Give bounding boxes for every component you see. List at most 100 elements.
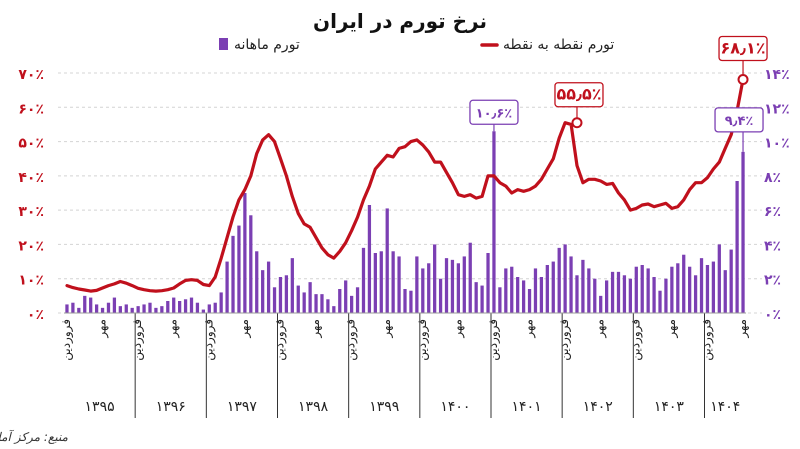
monthly-bar <box>148 302 152 313</box>
monthly-bar <box>172 297 176 313</box>
month-label-farvardin: فروردین <box>344 319 359 361</box>
annotations: ۱۰٫۶٪ ۵۵٫۵٪ ۶۸٫۱٪ ۹٫۴٪ <box>469 35 768 152</box>
annotation-label: ۵۵٫۵٪ <box>556 85 601 104</box>
monthly-bar <box>136 306 140 313</box>
monthly-bar <box>178 301 182 313</box>
year-label: ۱۴۰۳ <box>654 399 685 415</box>
monthly-bar <box>237 225 241 313</box>
legend-bar-swatch <box>219 38 228 50</box>
monthly-bar <box>100 307 105 313</box>
monthly-bar <box>65 304 69 313</box>
monthly-bar <box>563 244 567 313</box>
year-label: ۱۴۰۱ <box>512 399 542 415</box>
monthly-bar <box>332 306 336 313</box>
monthly-bar <box>231 235 235 313</box>
monthly-bar <box>450 259 455 313</box>
monthly-bar <box>89 297 93 313</box>
month-label-mehr: مهر <box>450 319 465 339</box>
monthly-bar <box>616 271 621 313</box>
monthly-bar <box>124 304 128 313</box>
monthly-bar <box>118 306 122 313</box>
year-label: ۱۴۰۴ <box>710 399 740 415</box>
monthly-bar <box>557 247 561 313</box>
monthly-bar <box>634 266 638 313</box>
monthly-bar <box>160 306 164 313</box>
left-axis-tick-label: ۲۰٪ <box>18 238 44 254</box>
monthly-bar <box>94 304 99 313</box>
monthly-bar <box>510 266 514 313</box>
annotation-box <box>718 35 768 62</box>
month-label-mehr: مهر <box>379 319 394 339</box>
monthly-bar <box>504 268 508 313</box>
month-label-farvardin: فروردین <box>628 319 643 361</box>
monthly-bar <box>183 299 188 313</box>
right-axis-tick-label: ۴٪ <box>764 238 781 254</box>
month-label-farvardin: فروردین <box>130 319 145 361</box>
monthly-bar <box>444 258 449 313</box>
monthly-bar <box>516 277 520 313</box>
monthly-bar <box>403 289 407 313</box>
monthly-bar <box>213 302 217 313</box>
monthly-bar <box>349 295 354 313</box>
right-axis-tick-label: ۱۰٪ <box>764 136 790 152</box>
monthly-bar <box>154 307 158 313</box>
monthly-bar <box>290 258 294 313</box>
monthly-bar <box>266 261 271 313</box>
monthly-bar <box>741 151 745 313</box>
monthly-bar <box>314 294 318 313</box>
monthly-bar <box>693 275 698 313</box>
grid <box>58 72 762 314</box>
monthly-bar <box>682 254 686 313</box>
annotation-label: ۱۰٫۶٪ <box>476 106 513 121</box>
annotation-label: ۶۸٫۱٪ <box>721 39 766 58</box>
monthly-bar <box>539 277 544 313</box>
month-label-farvardin: فروردین <box>557 319 572 361</box>
month-label-mehr: مهر <box>237 319 252 339</box>
year-label: ۱۳۹۶ <box>156 399 186 415</box>
monthly-bar <box>599 295 603 313</box>
monthly-bar <box>71 302 75 313</box>
monthly-bar <box>397 256 401 313</box>
year-label: ۱۴۰۰ <box>440 399 470 415</box>
left-axis-tick-label: ۰٪ <box>27 307 44 323</box>
monthly-bar <box>284 275 289 313</box>
monthly-bar <box>622 275 627 313</box>
monthly-bar <box>326 299 330 313</box>
monthly-bar <box>456 263 461 313</box>
left-axis-tick-label: ۱۰٪ <box>18 273 44 289</box>
monthly-bar <box>367 205 372 313</box>
right-axis-tick-label: ۱۴٪ <box>764 67 790 83</box>
right-axis-tick-label: ۶٪ <box>764 204 781 220</box>
monthly-bar <box>468 242 472 313</box>
month-label-mehr: مهر <box>593 319 608 339</box>
monthly-bar <box>658 290 662 313</box>
annotation-marker <box>571 117 583 129</box>
monthly-bar <box>166 301 170 313</box>
year-label: ۱۳۹۸ <box>298 399 329 415</box>
monthly-bar <box>723 270 727 313</box>
x-axis: فروردین مهر ۱۳۹۵ فروردین مهر ۱۳۹۶ فروردین مهر ۱۳… <box>59 312 750 418</box>
monthly-bar <box>527 289 532 313</box>
monthly-bar <box>652 277 656 313</box>
month-label-farvardin: فروردین <box>201 319 216 361</box>
left-axis-tick-label: ۶۰٪ <box>18 101 44 117</box>
monthly-bar <box>272 287 277 313</box>
monthly-bar <box>498 287 502 313</box>
annotation-box <box>554 82 604 108</box>
monthly-bar <box>189 297 194 313</box>
monthly-bar <box>296 285 300 313</box>
right-axis-tick-label: ۰٪ <box>764 307 781 323</box>
chart-title: نرخ تورم در ایران <box>313 9 487 33</box>
month-label-mehr: مهر <box>166 319 181 339</box>
month-label-mehr: مهر <box>664 319 679 339</box>
monthly-bar <box>664 278 668 313</box>
annotation-label: ۹٫۴٪ <box>725 114 754 129</box>
month-label-mehr: مهر <box>308 319 323 339</box>
monthly-bar <box>699 258 704 313</box>
legend-bar-label: تورم ماهانه <box>234 37 300 53</box>
monthly-bar <box>385 208 389 313</box>
monthly-bar <box>569 256 573 313</box>
monthly-bar <box>243 193 247 313</box>
annotation-marker <box>737 74 749 86</box>
